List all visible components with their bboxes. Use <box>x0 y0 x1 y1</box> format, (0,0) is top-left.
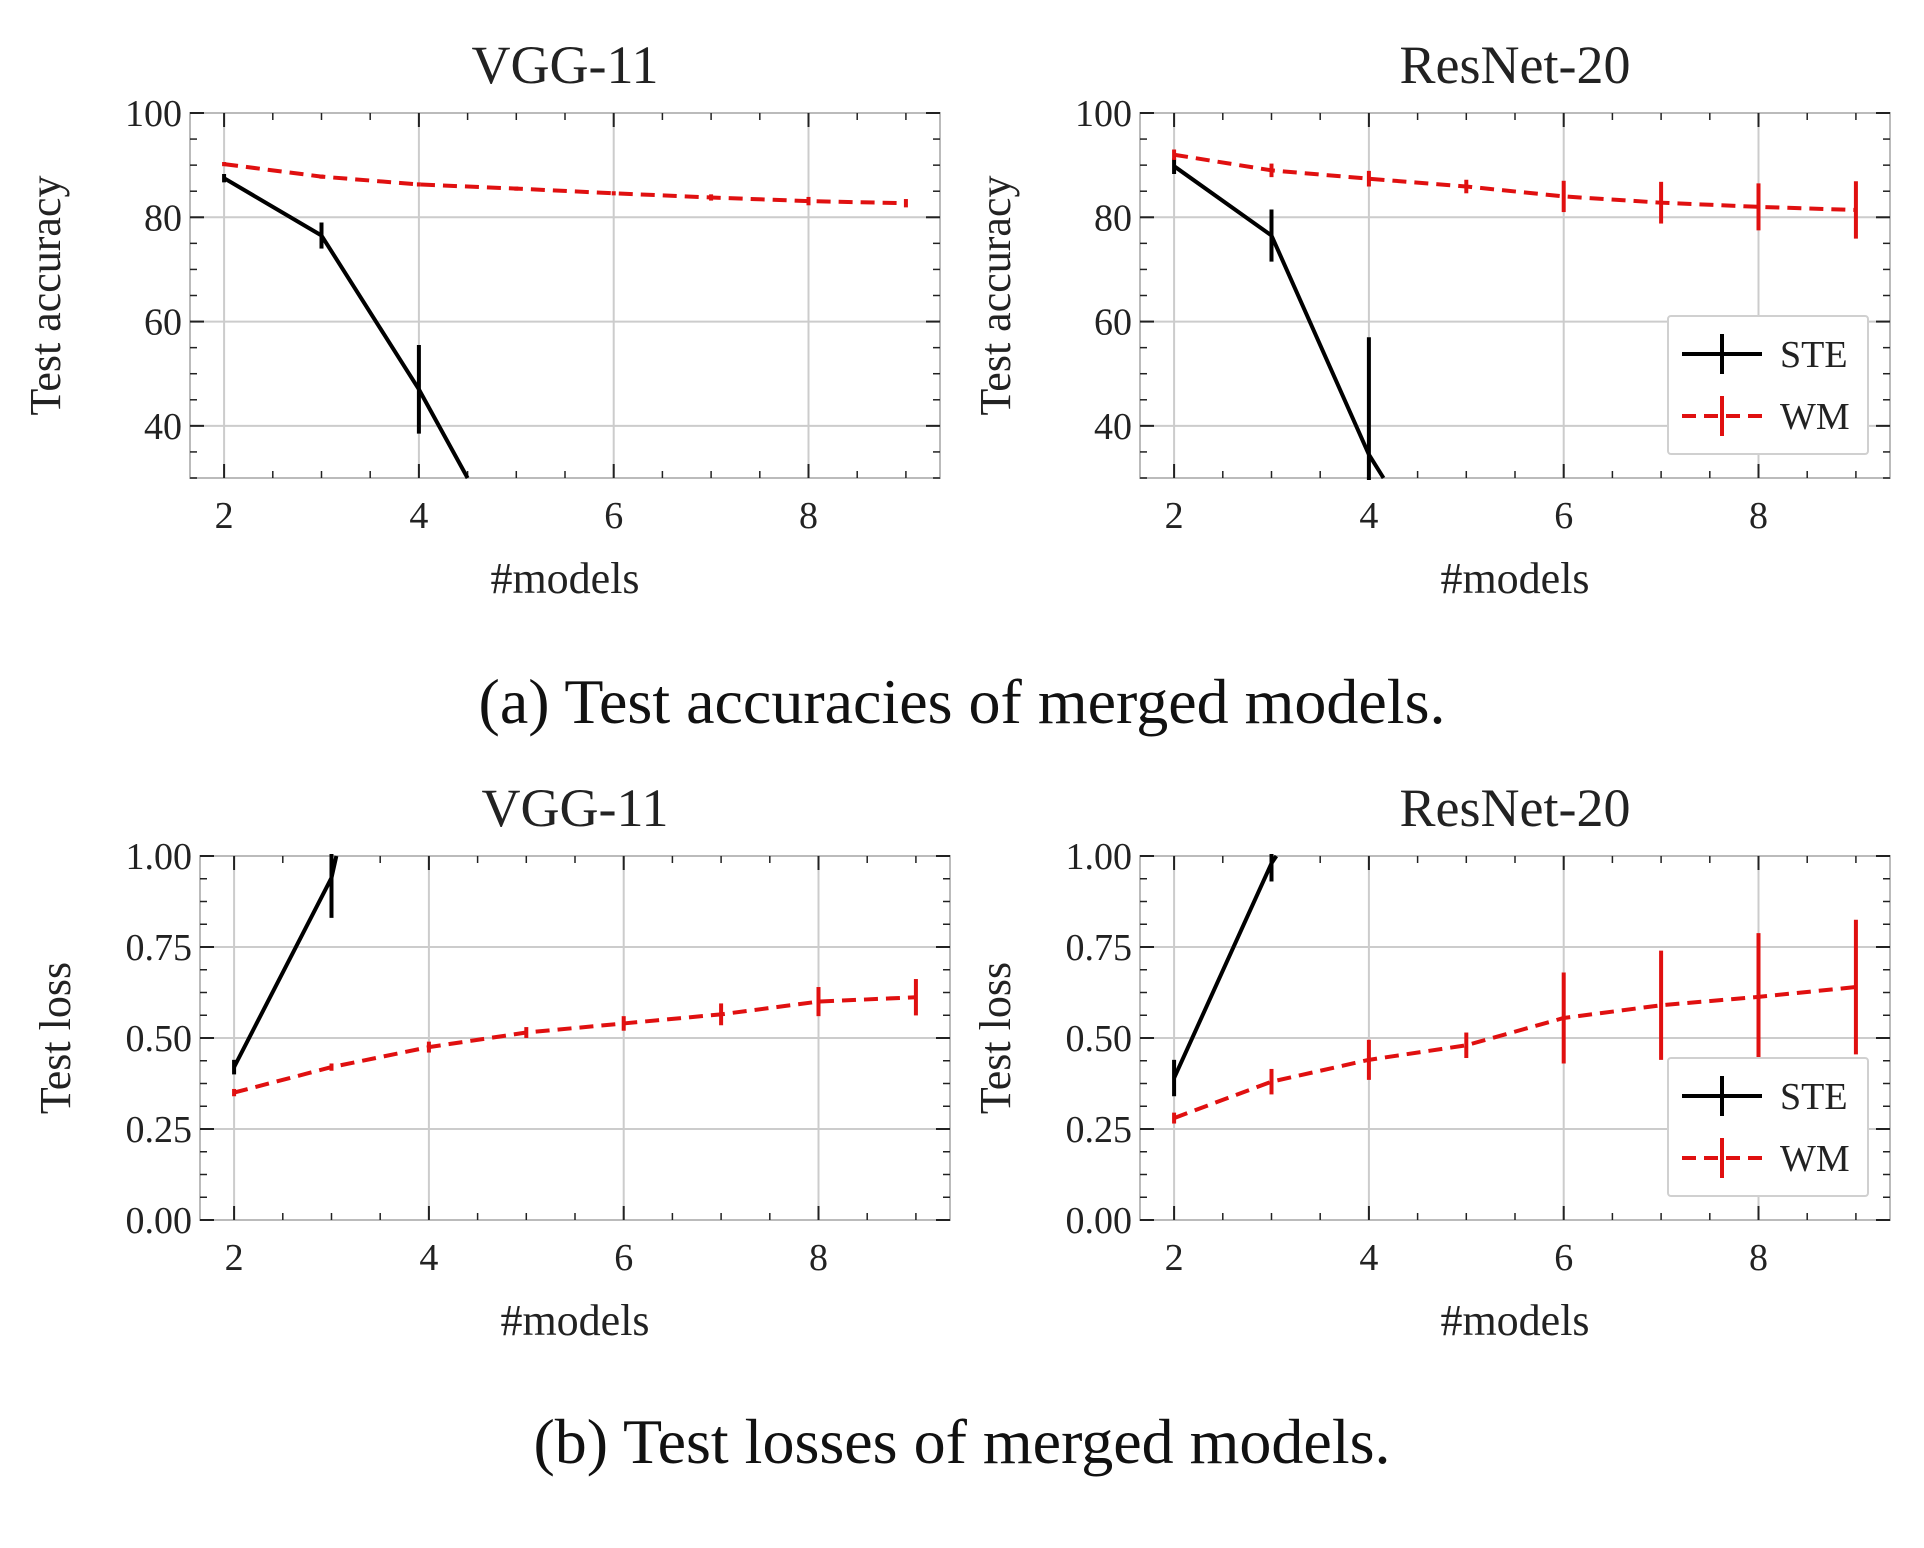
y-tick-label: 0.75 <box>1066 927 1133 969</box>
x-tick-label: 2 <box>215 495 234 537</box>
x-tick-label: 2 <box>1165 495 1184 537</box>
series-line-wm <box>1173 152 1856 212</box>
y-tick-label: 0.75 <box>126 927 193 969</box>
series-line-wm <box>1173 985 1857 1120</box>
x-tick-label: 6 <box>1554 495 1573 537</box>
plot-frame <box>189 112 941 479</box>
x-axis-label: #models <box>1440 1296 1589 1345</box>
y-tick-label: 0.50 <box>126 1018 193 1060</box>
x-tick-label: 6 <box>1554 1237 1573 1279</box>
chart-title: ResNet-20 <box>1400 778 1631 838</box>
chart-title: VGG-11 <box>472 35 659 95</box>
chart-title: ResNet-20 <box>1400 35 1631 95</box>
x-tick-label: 8 <box>1749 495 1768 537</box>
legend: STE WM <box>1667 315 1869 455</box>
legend-box <box>1667 315 1869 455</box>
y-tick-label: 1.00 <box>1066 836 1133 878</box>
x-tick-label: 4 <box>409 495 428 537</box>
y-tick-label: 80 <box>144 197 182 239</box>
chart-loss-resnet: 2 4 6 8 0.00 0.25 0.50 0.75 1.00 ResNet-20 #models… <box>971 778 1891 1345</box>
x-tick-label: 4 <box>419 1237 438 1279</box>
series-group <box>222 162 908 479</box>
series-line-ste <box>1172 164 1386 480</box>
x-tick-label: 8 <box>809 1237 828 1279</box>
y-tick-label: 60 <box>144 302 182 344</box>
series-line-ste <box>232 855 339 1069</box>
x-tick-label: 4 <box>1359 495 1378 537</box>
y-tick-label: 100 <box>125 93 182 135</box>
x-axis-label: #models <box>500 1296 649 1345</box>
x-tick-label: 2 <box>1165 1237 1184 1279</box>
x-tick-label: 6 <box>614 1237 633 1279</box>
legend-label-wm: WM <box>1780 1138 1850 1180</box>
x-tick-label: 4 <box>1359 1237 1378 1279</box>
chart-title: VGG-11 <box>482 778 669 838</box>
series-group <box>1172 854 1858 1124</box>
chart-acc-vgg: 2 4 6 8 40 60 80 100 VGG-11 #models Test accuracy <box>21 35 941 603</box>
y-tick-label: 60 <box>1094 302 1132 344</box>
x-tick-label: 8 <box>799 495 818 537</box>
caption-accuracy: (a) Test accuracies of merged models. <box>478 666 1446 737</box>
chart-acc-resnet: 2 4 6 8 40 60 80 100 ResNet-20 #models Test accura… <box>971 35 1891 603</box>
y-tick-label: 0.00 <box>126 1200 193 1242</box>
y-tick-label: 80 <box>1094 197 1132 239</box>
series-line-wm <box>233 995 916 1095</box>
x-tick-label: 8 <box>1749 1237 1768 1279</box>
y-tick-label: 100 <box>1075 93 1132 135</box>
series-line-ste <box>1172 854 1279 1079</box>
y-tick-label: 0.25 <box>126 1109 193 1151</box>
y-tick-label: 1.00 <box>126 836 193 878</box>
x-tick-label: 2 <box>225 1237 244 1279</box>
legend-label-ste: STE <box>1780 1076 1848 1118</box>
y-tick-label: 40 <box>144 406 182 448</box>
series-group <box>1172 149 1858 480</box>
y-tick-label: 0.50 <box>1066 1018 1133 1060</box>
y-tick-label: 0.25 <box>1066 1109 1133 1151</box>
series-group <box>232 854 918 1097</box>
y-axis-label: Test loss <box>31 962 80 1114</box>
x-axis-label: #models <box>1440 554 1589 603</box>
y-axis-label: Test loss <box>971 962 1020 1114</box>
x-tick-label: 6 <box>604 495 623 537</box>
series-line-ste <box>223 176 470 479</box>
y-axis-label: Test accuracy <box>21 176 70 416</box>
y-axis-label: Test accuracy <box>971 176 1020 416</box>
legend-label-wm: WM <box>1780 396 1850 438</box>
legend-label-ste: STE <box>1780 334 1848 376</box>
chart-loss-vgg: 2 4 6 8 0.00 0.25 0.50 0.75 1.00 VGG-11 #models Tes… <box>31 778 951 1345</box>
x-axis-label: #models <box>490 554 639 603</box>
legend-box <box>1667 1057 1869 1197</box>
y-tick-label: 0.00 <box>1066 1200 1133 1242</box>
y-tick-label: 40 <box>1094 406 1132 448</box>
caption-loss: (b) Test losses of merged models. <box>533 1406 1391 1477</box>
legend: STE WM <box>1667 1057 1869 1197</box>
series-line-wm <box>223 162 906 206</box>
